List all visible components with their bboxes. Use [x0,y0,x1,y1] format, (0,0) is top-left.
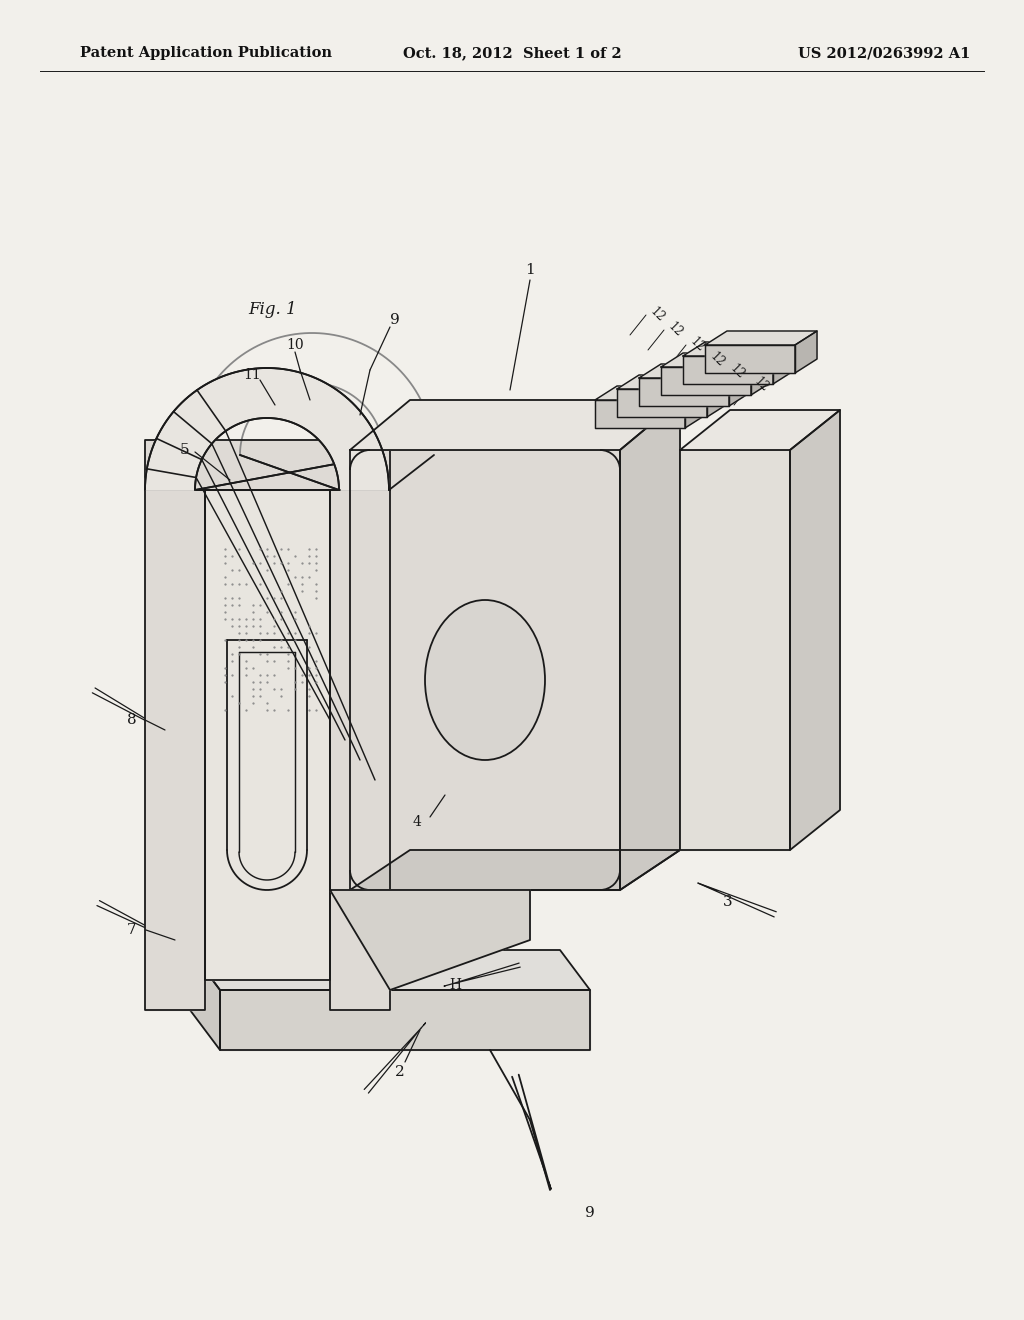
Polygon shape [617,375,729,389]
Polygon shape [595,400,685,428]
Polygon shape [683,356,773,384]
Polygon shape [350,450,620,890]
Polygon shape [773,342,795,384]
Text: H: H [449,978,461,993]
Polygon shape [330,490,390,1010]
Text: 7: 7 [127,923,137,937]
Text: Patent Application Publication: Patent Application Publication [80,46,332,61]
Text: 11: 11 [243,368,261,381]
Text: 1: 1 [525,263,535,277]
Ellipse shape [425,601,545,760]
Polygon shape [620,400,680,890]
Polygon shape [795,331,817,374]
Polygon shape [751,352,773,395]
Text: 5: 5 [180,444,189,457]
Polygon shape [685,385,707,428]
Polygon shape [790,411,840,850]
Text: Oct. 18, 2012  Sheet 1 of 2: Oct. 18, 2012 Sheet 1 of 2 [402,46,622,61]
Polygon shape [705,331,817,345]
Polygon shape [190,950,220,1049]
Text: 10: 10 [286,338,304,352]
Text: 12: 12 [752,375,772,395]
Polygon shape [190,950,590,990]
Polygon shape [680,411,840,450]
Text: 9: 9 [390,313,400,327]
Text: 3: 3 [723,895,733,909]
Text: 2: 2 [395,1065,404,1078]
Text: 4: 4 [413,814,422,829]
Polygon shape [683,342,795,356]
Polygon shape [595,385,707,400]
Polygon shape [705,345,795,374]
Text: 9: 9 [585,1206,595,1220]
Polygon shape [662,352,773,367]
Polygon shape [662,367,751,395]
Polygon shape [639,378,729,407]
Text: Fig. 1: Fig. 1 [248,301,297,318]
Text: 12: 12 [708,350,728,370]
Polygon shape [145,368,389,490]
Polygon shape [145,368,389,490]
Polygon shape [145,490,205,1010]
Polygon shape [350,850,680,890]
Polygon shape [639,364,751,378]
Polygon shape [707,375,729,417]
Polygon shape [220,990,590,1049]
Polygon shape [617,389,707,417]
Polygon shape [350,400,680,450]
Text: 12: 12 [728,362,748,381]
Text: US 2012/0263992 A1: US 2012/0263992 A1 [798,46,970,61]
Polygon shape [729,364,751,407]
Text: 12: 12 [688,335,708,355]
Polygon shape [205,490,330,979]
Polygon shape [680,450,790,850]
Text: 12: 12 [666,321,686,339]
Polygon shape [330,890,530,990]
Polygon shape [145,440,390,490]
Text: 8: 8 [127,713,137,727]
Text: 12: 12 [648,305,668,325]
